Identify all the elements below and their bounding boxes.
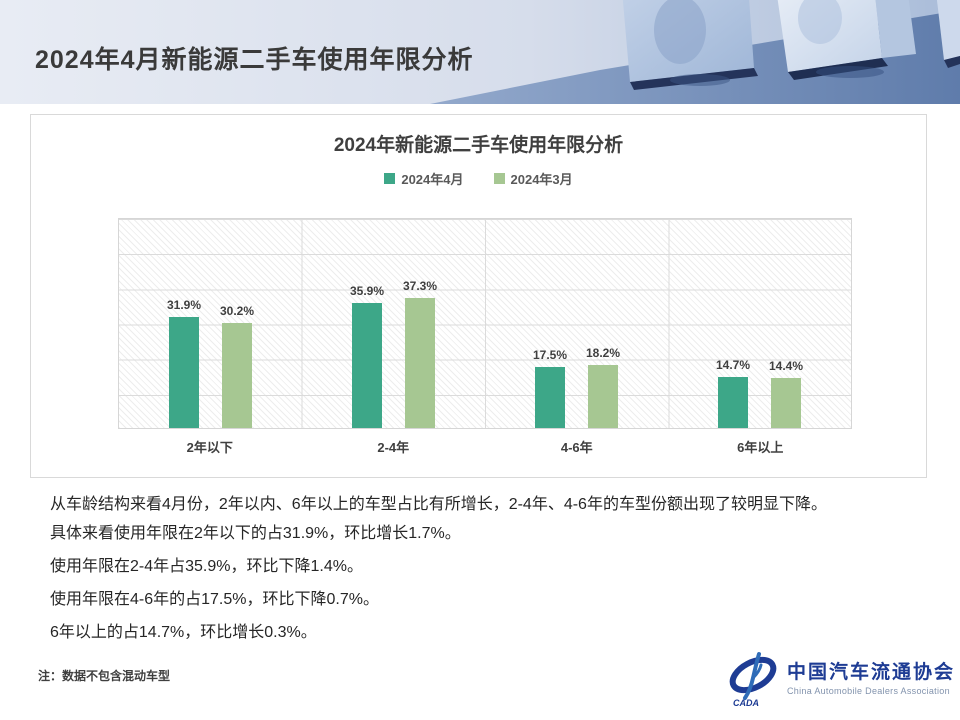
analysis-text: 从车龄结构来看4月份，2年以内、6年以上的车型占比有所增长，2-4年、4-6年的… — [50, 494, 930, 655]
x-axis-label-2: 4-6年 — [560, 440, 593, 455]
bar-wrap: 31.9% — [167, 219, 201, 428]
x-axis-label-0: 2年以下 — [186, 440, 233, 455]
bar-value-label: 14.4% — [768, 358, 804, 373]
chart-legend: 2024年4月 2024年3月 — [31, 169, 926, 188]
legend-swatch-icon — [493, 173, 505, 184]
category-group-1: 35.9% 37.3% — [302, 219, 485, 428]
bar-series0-cat1: 35.9% — [350, 284, 384, 428]
cada-logo-icon: CADA — [729, 652, 777, 708]
bar-value-label: 30.2% — [219, 303, 255, 318]
analysis-line: 使用年限在4-6年的占17.5%，环比下降0.7%。 — [50, 591, 379, 608]
category-group-2: 17.5% 18.2% — [485, 219, 668, 428]
slide-header: 2024年4月新能源二手车使用年限分析 — [0, 0, 960, 104]
bar-value-label: 18.2% — [585, 345, 621, 360]
bar-value-label: 31.9% — [166, 297, 202, 312]
chart-card: 2024年新能源二手车使用年限分析 2024年4月 2024年3月 31.9% 30… — [30, 114, 927, 478]
category-group-3: 14.7% 14.4% — [668, 219, 851, 428]
bar-series0-cat3: 14.7% — [716, 358, 750, 428]
page-title: 2024年4月新能源二手车使用年限分析 — [35, 46, 474, 74]
bar-series1-cat3: 14.4% — [769, 359, 803, 428]
footnote: 注：数据不包含混动车型 — [38, 669, 171, 683]
bar-series1-cat1: 37.3% — [403, 279, 437, 428]
legend-item-1: 2024年3月 — [493, 169, 573, 188]
category-group-0: 31.9% 30.2% — [119, 219, 302, 428]
analysis-line: 6年以上的占14.7%，环比增长0.3%。 — [50, 624, 317, 641]
bar-value-label: 35.9% — [349, 283, 385, 298]
bar-wrap: 35.9% — [350, 219, 384, 428]
bar-series1-cat2: 18.2% — [586, 346, 620, 428]
legend-swatch-icon — [384, 173, 396, 184]
logo-name-en: China Automobile Dealers Association — [787, 686, 950, 696]
bar-series0-cat2: 17.5% — [533, 348, 567, 428]
chart-title: 2024年新能源二手车使用年限分析 — [333, 135, 624, 156]
bar-wrap: 14.7% — [716, 219, 750, 428]
analysis-line: 具体来看使用年限在2年以下的占31.9%，环比增长1.7%。 — [50, 525, 461, 542]
bar-value-label: 14.7% — [715, 357, 751, 372]
legend-item-0: 2024年4月 — [384, 169, 464, 188]
bar-wrap: 37.3% — [403, 219, 437, 428]
legend-label: 2024年3月 — [510, 172, 573, 187]
bar-wrap: 18.2% — [586, 219, 620, 428]
bar-wrap: 30.2% — [220, 219, 254, 428]
x-axis-labels: 2年以下 2-4年 4-6年 6年以上 — [118, 437, 852, 456]
analysis-line: 使用年限在2-4年占35.9%，环比下降1.4%。 — [50, 558, 363, 575]
bar-series1-cat0: 30.2% — [220, 304, 254, 428]
legend-label: 2024年4月 — [401, 172, 464, 187]
plot-area: 31.9% 30.2% 35.9% 37.3% 17.5% 18.2% 14.7% 14.4% — [118, 218, 852, 429]
logo-name-cn: 中国汽车流通协会 — [787, 662, 956, 683]
analysis-line: 从车龄结构来看4月份，2年以内、6年以上的车型占比有所增长，2-4年、4-6年的… — [50, 496, 827, 513]
cada-logo: CADA 中国汽车流通协会 China Automobile Dealers A… — [726, 650, 955, 708]
bar-series0-cat0: 31.9% — [167, 298, 201, 428]
bar-wrap: 14.4% — [769, 219, 803, 428]
header-decoration-cubes — [0, 0, 960, 104]
x-axis-label-1: 2-4年 — [377, 440, 410, 455]
bar-value-label: 37.3% — [402, 279, 438, 294]
x-axis-label-3: 6年以上 — [737, 440, 784, 455]
bar-wrap: 17.5% — [533, 219, 567, 428]
bar-value-label: 17.5% — [532, 348, 568, 363]
cada-badge-text: CADA — [733, 698, 759, 708]
